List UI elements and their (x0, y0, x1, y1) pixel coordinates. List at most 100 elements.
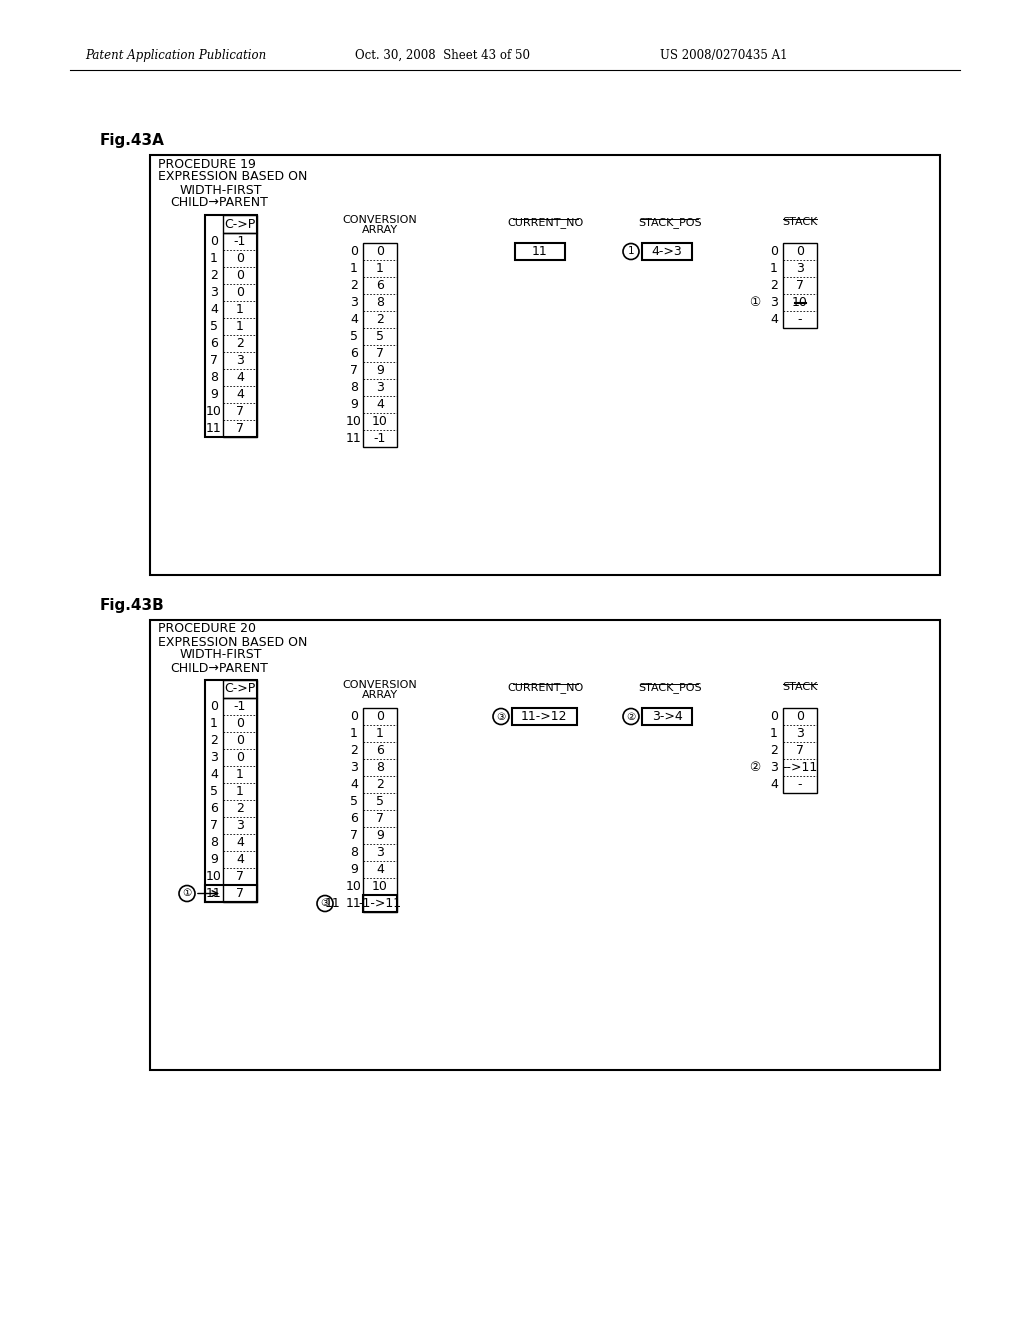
Text: WIDTH-FIRST: WIDTH-FIRST (180, 648, 262, 661)
Text: 3: 3 (796, 727, 804, 741)
Text: 2: 2 (376, 777, 384, 791)
Text: 10: 10 (372, 414, 388, 428)
Text: ①: ① (182, 888, 191, 899)
Text: 0: 0 (236, 751, 244, 764)
Text: 7: 7 (210, 354, 218, 367)
Text: 1: 1 (210, 252, 218, 265)
Text: 7: 7 (376, 812, 384, 825)
Text: 0: 0 (770, 710, 778, 723)
Bar (362, 243, 397, 447)
Text: 0: 0 (796, 246, 804, 257)
Text: 4: 4 (237, 853, 244, 866)
Text: CURRENT_NO: CURRENT_NO (507, 682, 583, 693)
Text: 4: 4 (350, 313, 358, 326)
Text: ①: ① (749, 296, 760, 309)
Text: 0: 0 (796, 710, 804, 723)
Text: STACK_POS: STACK_POS (638, 216, 701, 228)
Text: 11: 11 (206, 422, 222, 436)
Text: 11: 11 (325, 898, 340, 909)
Text: 9: 9 (350, 399, 358, 411)
Text: 11: 11 (206, 887, 222, 900)
Text: 0: 0 (236, 286, 244, 300)
Text: 9: 9 (210, 388, 218, 401)
Text: 6: 6 (376, 279, 384, 292)
Text: 3: 3 (210, 286, 218, 300)
Text: EXPRESSION BASED ON: EXPRESSION BASED ON (158, 170, 307, 183)
Text: 3->4: 3->4 (651, 710, 682, 723)
Text: ②: ② (749, 762, 760, 774)
Bar (512, 708, 577, 725)
Text: 11: 11 (532, 246, 548, 257)
Text: 1: 1 (770, 261, 778, 275)
Text: ③: ③ (321, 899, 330, 908)
Text: 9: 9 (210, 853, 218, 866)
Text: CHILD→PARENT: CHILD→PARENT (170, 197, 268, 210)
Text: US 2008/0270435 A1: US 2008/0270435 A1 (660, 49, 787, 62)
Text: 0: 0 (376, 710, 384, 723)
Bar (223, 680, 257, 698)
Text: 8: 8 (376, 762, 384, 774)
Bar (205, 884, 257, 902)
Text: 2: 2 (237, 337, 244, 350)
Text: 1: 1 (237, 304, 244, 315)
Text: 10: 10 (792, 296, 808, 309)
Text: 6: 6 (350, 812, 358, 825)
Bar (223, 215, 257, 234)
Text: 2: 2 (210, 734, 218, 747)
Bar (205, 215, 257, 437)
Text: Oct. 30, 2008  Sheet 43 of 50: Oct. 30, 2008 Sheet 43 of 50 (355, 49, 530, 62)
Text: 0: 0 (236, 734, 244, 747)
Text: 2: 2 (770, 744, 778, 756)
Text: 4: 4 (350, 777, 358, 791)
Text: 8: 8 (350, 381, 358, 393)
Text: 4: 4 (210, 304, 218, 315)
Text: C->P: C->P (224, 218, 256, 231)
Text: 7: 7 (236, 422, 244, 436)
Text: 3: 3 (210, 751, 218, 764)
Text: 3: 3 (237, 354, 244, 367)
Text: 10: 10 (206, 405, 222, 418)
Text: ③: ③ (497, 711, 506, 722)
Text: 1: 1 (237, 768, 244, 781)
Text: 2: 2 (376, 313, 384, 326)
Text: 0: 0 (350, 710, 358, 723)
Text: 8: 8 (210, 371, 218, 384)
Text: 0: 0 (236, 252, 244, 265)
Text: 7: 7 (210, 818, 218, 832)
Bar (205, 680, 257, 902)
Text: 8: 8 (210, 836, 218, 849)
Text: 3: 3 (770, 296, 778, 309)
Text: 1: 1 (237, 785, 244, 799)
Text: ARRAY: ARRAY (361, 690, 398, 700)
Text: 11->12: 11->12 (521, 710, 567, 723)
Text: 1: 1 (770, 727, 778, 741)
Text: 6: 6 (210, 337, 218, 350)
Text: 10: 10 (346, 880, 361, 894)
Text: EXPRESSION BASED ON: EXPRESSION BASED ON (158, 635, 307, 648)
Text: -1: -1 (233, 700, 246, 713)
Text: 6: 6 (210, 803, 218, 814)
Text: 7: 7 (350, 829, 358, 842)
Text: 0: 0 (236, 269, 244, 282)
Text: 10: 10 (372, 880, 388, 894)
Text: 1: 1 (376, 261, 384, 275)
Bar (642, 708, 692, 725)
Text: 6: 6 (350, 347, 358, 360)
Text: 4: 4 (210, 768, 218, 781)
Text: 3: 3 (376, 381, 384, 393)
Text: -1: -1 (374, 432, 386, 445)
Text: CURRENT_NO: CURRENT_NO (507, 216, 583, 228)
Text: ARRAY: ARRAY (361, 224, 398, 235)
Text: 5: 5 (210, 785, 218, 799)
Text: 7: 7 (376, 347, 384, 360)
Text: Fig.43A: Fig.43A (100, 133, 165, 148)
Text: 1: 1 (350, 727, 358, 741)
Text: 2: 2 (350, 744, 358, 756)
Text: 7: 7 (796, 744, 804, 756)
Text: 5: 5 (376, 795, 384, 808)
Text: CHILD→PARENT: CHILD→PARENT (170, 661, 268, 675)
Text: PROCEDURE 20: PROCEDURE 20 (158, 623, 256, 635)
Text: 8: 8 (350, 846, 358, 859)
Text: 5: 5 (350, 795, 358, 808)
Text: 4: 4 (770, 313, 778, 326)
